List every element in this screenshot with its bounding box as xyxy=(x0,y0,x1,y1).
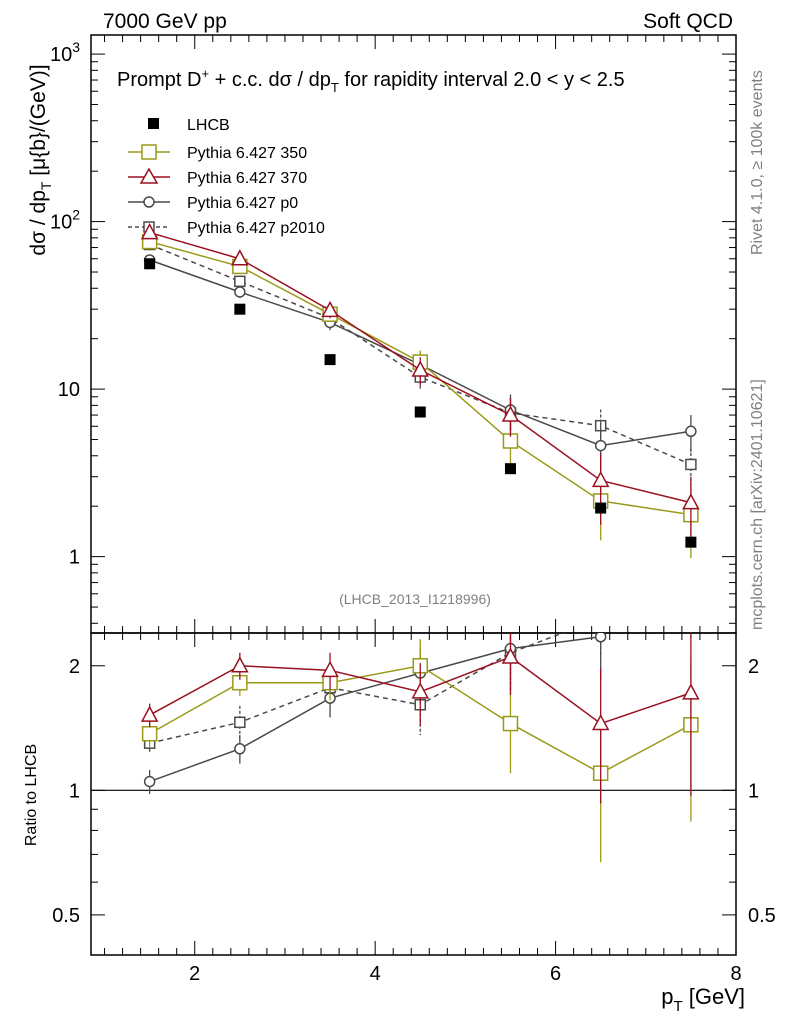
analysis-tag: (LHCB_2013_I1218996) xyxy=(339,591,491,607)
data-point-pythia-6-427-370 xyxy=(321,660,339,678)
y-axis-label-ratio: Ratio to LHCB xyxy=(23,744,40,846)
x-tick-label: 4 xyxy=(370,963,381,985)
legend-marker-370 xyxy=(139,167,159,184)
y-tick-label-exp: 2 xyxy=(72,207,80,223)
data-point-lhcb xyxy=(324,354,336,366)
data-point-pythia-6-427-p0 xyxy=(234,286,246,298)
y-tick-label-main: 10 xyxy=(58,379,80,401)
data-point-pythia-6-427-370 xyxy=(591,713,610,731)
data-point-pythia-6-427-p2010 xyxy=(596,614,606,624)
data-point-pythia-6-427-350 xyxy=(141,726,158,742)
data-point-pythia-6-427-p2010 xyxy=(685,458,697,471)
data-point-pythia-6-427-370 xyxy=(411,360,430,377)
data-point-pythia-6-427-370 xyxy=(411,682,430,699)
data-point-pythia-6-427-p0 xyxy=(594,633,607,643)
data-point-pythia-6-427-370 xyxy=(682,683,700,700)
legend-label-370: Pythia 6.427 370 xyxy=(187,170,307,187)
data-point-lhcb xyxy=(414,406,426,418)
data-point-lhcb xyxy=(504,463,516,475)
header-category: Soft QCD xyxy=(643,10,733,33)
data-point-lhcb xyxy=(685,536,697,548)
legend-marker-350 xyxy=(141,144,157,160)
data-point-pythia-6-427-370 xyxy=(140,705,159,722)
data-point-pythia-6-427-p2010 xyxy=(686,594,696,604)
y-tick-label-main: 102 xyxy=(50,207,80,234)
series-line-pythia-6-427-p0 xyxy=(149,636,601,783)
data-point-pythia-6-427-p2010 xyxy=(234,275,246,288)
y-tick-label-ratio-right: 1 xyxy=(748,780,759,802)
legend: LHCB Pythia 6.427 350 Pythia 6.427 370 P… xyxy=(128,117,325,237)
data-point-pythia-6-427-370 xyxy=(682,493,700,510)
data-point-pythia-6-427-370 xyxy=(501,647,520,664)
x-tick-label: 8 xyxy=(730,963,741,985)
x-axis-label: pT [GeV] xyxy=(661,984,745,1015)
legend-label-lhcb: LHCB xyxy=(187,117,230,134)
x-tick-label: 2 xyxy=(189,963,200,985)
y-tick-label-main: 103 xyxy=(50,39,80,66)
header-energy: 7000 GeV pp xyxy=(103,10,227,33)
y-tick-label-ratio-right: 0.5 xyxy=(748,905,776,927)
data-point-pythia-6-427-370 xyxy=(140,222,159,240)
data-point-pythia-6-427-p0 xyxy=(234,743,246,755)
series-lhcb xyxy=(144,258,697,548)
legend-label-p0: Pythia 6.427 p0 xyxy=(187,195,298,212)
data-point-pythia-6-427-350 xyxy=(502,715,519,732)
y-tick-label-exp: 3 xyxy=(72,39,80,55)
y-tick-label-ratio: 2 xyxy=(69,656,80,678)
plot-title: Prompt D+ + c.c. dσ / dpT for rapidity i… xyxy=(117,66,625,95)
legend-label-p2010: Pythia 6.427 p2010 xyxy=(187,220,325,237)
y-tick-label-ratio-right: 2 xyxy=(748,656,759,678)
y-tick-label-base: 10 xyxy=(50,44,72,66)
data-point-pythia-6-427-p0 xyxy=(685,425,697,438)
data-point-pythia-6-427-p0 xyxy=(143,775,156,788)
x-tick-label: 6 xyxy=(550,963,561,985)
series-pythia-6-427-370 xyxy=(140,222,700,544)
mcplots-label: mcplots.cern.ch [arXiv:2401.10621] xyxy=(749,379,766,630)
legend-marker-lhcb xyxy=(148,118,159,129)
data-point-pythia-6-427-370 xyxy=(231,656,249,673)
series-pythia-6-427-350 xyxy=(141,233,699,559)
data-point-lhcb xyxy=(234,303,246,315)
data-point-pythia-6-427-370 xyxy=(591,470,610,488)
y-axis-label-main: dσ / dpT [μ{b}/(GeV)] xyxy=(27,64,54,255)
data-point-pythia-6-427-370 xyxy=(501,405,520,422)
y-tick-label-ratio: 0.5 xyxy=(52,905,80,927)
series-pythia-6-427-370 xyxy=(140,633,700,804)
data-point-pythia-6-427-p2010 xyxy=(234,716,246,729)
legend-label-350: Pythia 6.427 350 xyxy=(187,145,307,162)
series-pythia-6-427-p0 xyxy=(143,633,607,794)
data-point-pythia-6-427-370 xyxy=(231,249,249,266)
y-tick-label-main: 1 xyxy=(69,547,80,569)
data-point-lhcb xyxy=(595,502,607,514)
y-tick-label-base: 10 xyxy=(50,212,72,234)
y-tick-label-ratio: 1 xyxy=(69,780,80,802)
data-point-lhcb xyxy=(144,258,156,270)
data-point-pythia-6-427-370 xyxy=(321,300,339,318)
legend-marker-p0 xyxy=(143,196,155,208)
ratio-plot-frame xyxy=(90,632,737,956)
data-point-pythia-6-427-p0 xyxy=(594,439,607,452)
rivet-version-label: Rivet 4.1.0, ≥ 100k events xyxy=(749,70,766,255)
